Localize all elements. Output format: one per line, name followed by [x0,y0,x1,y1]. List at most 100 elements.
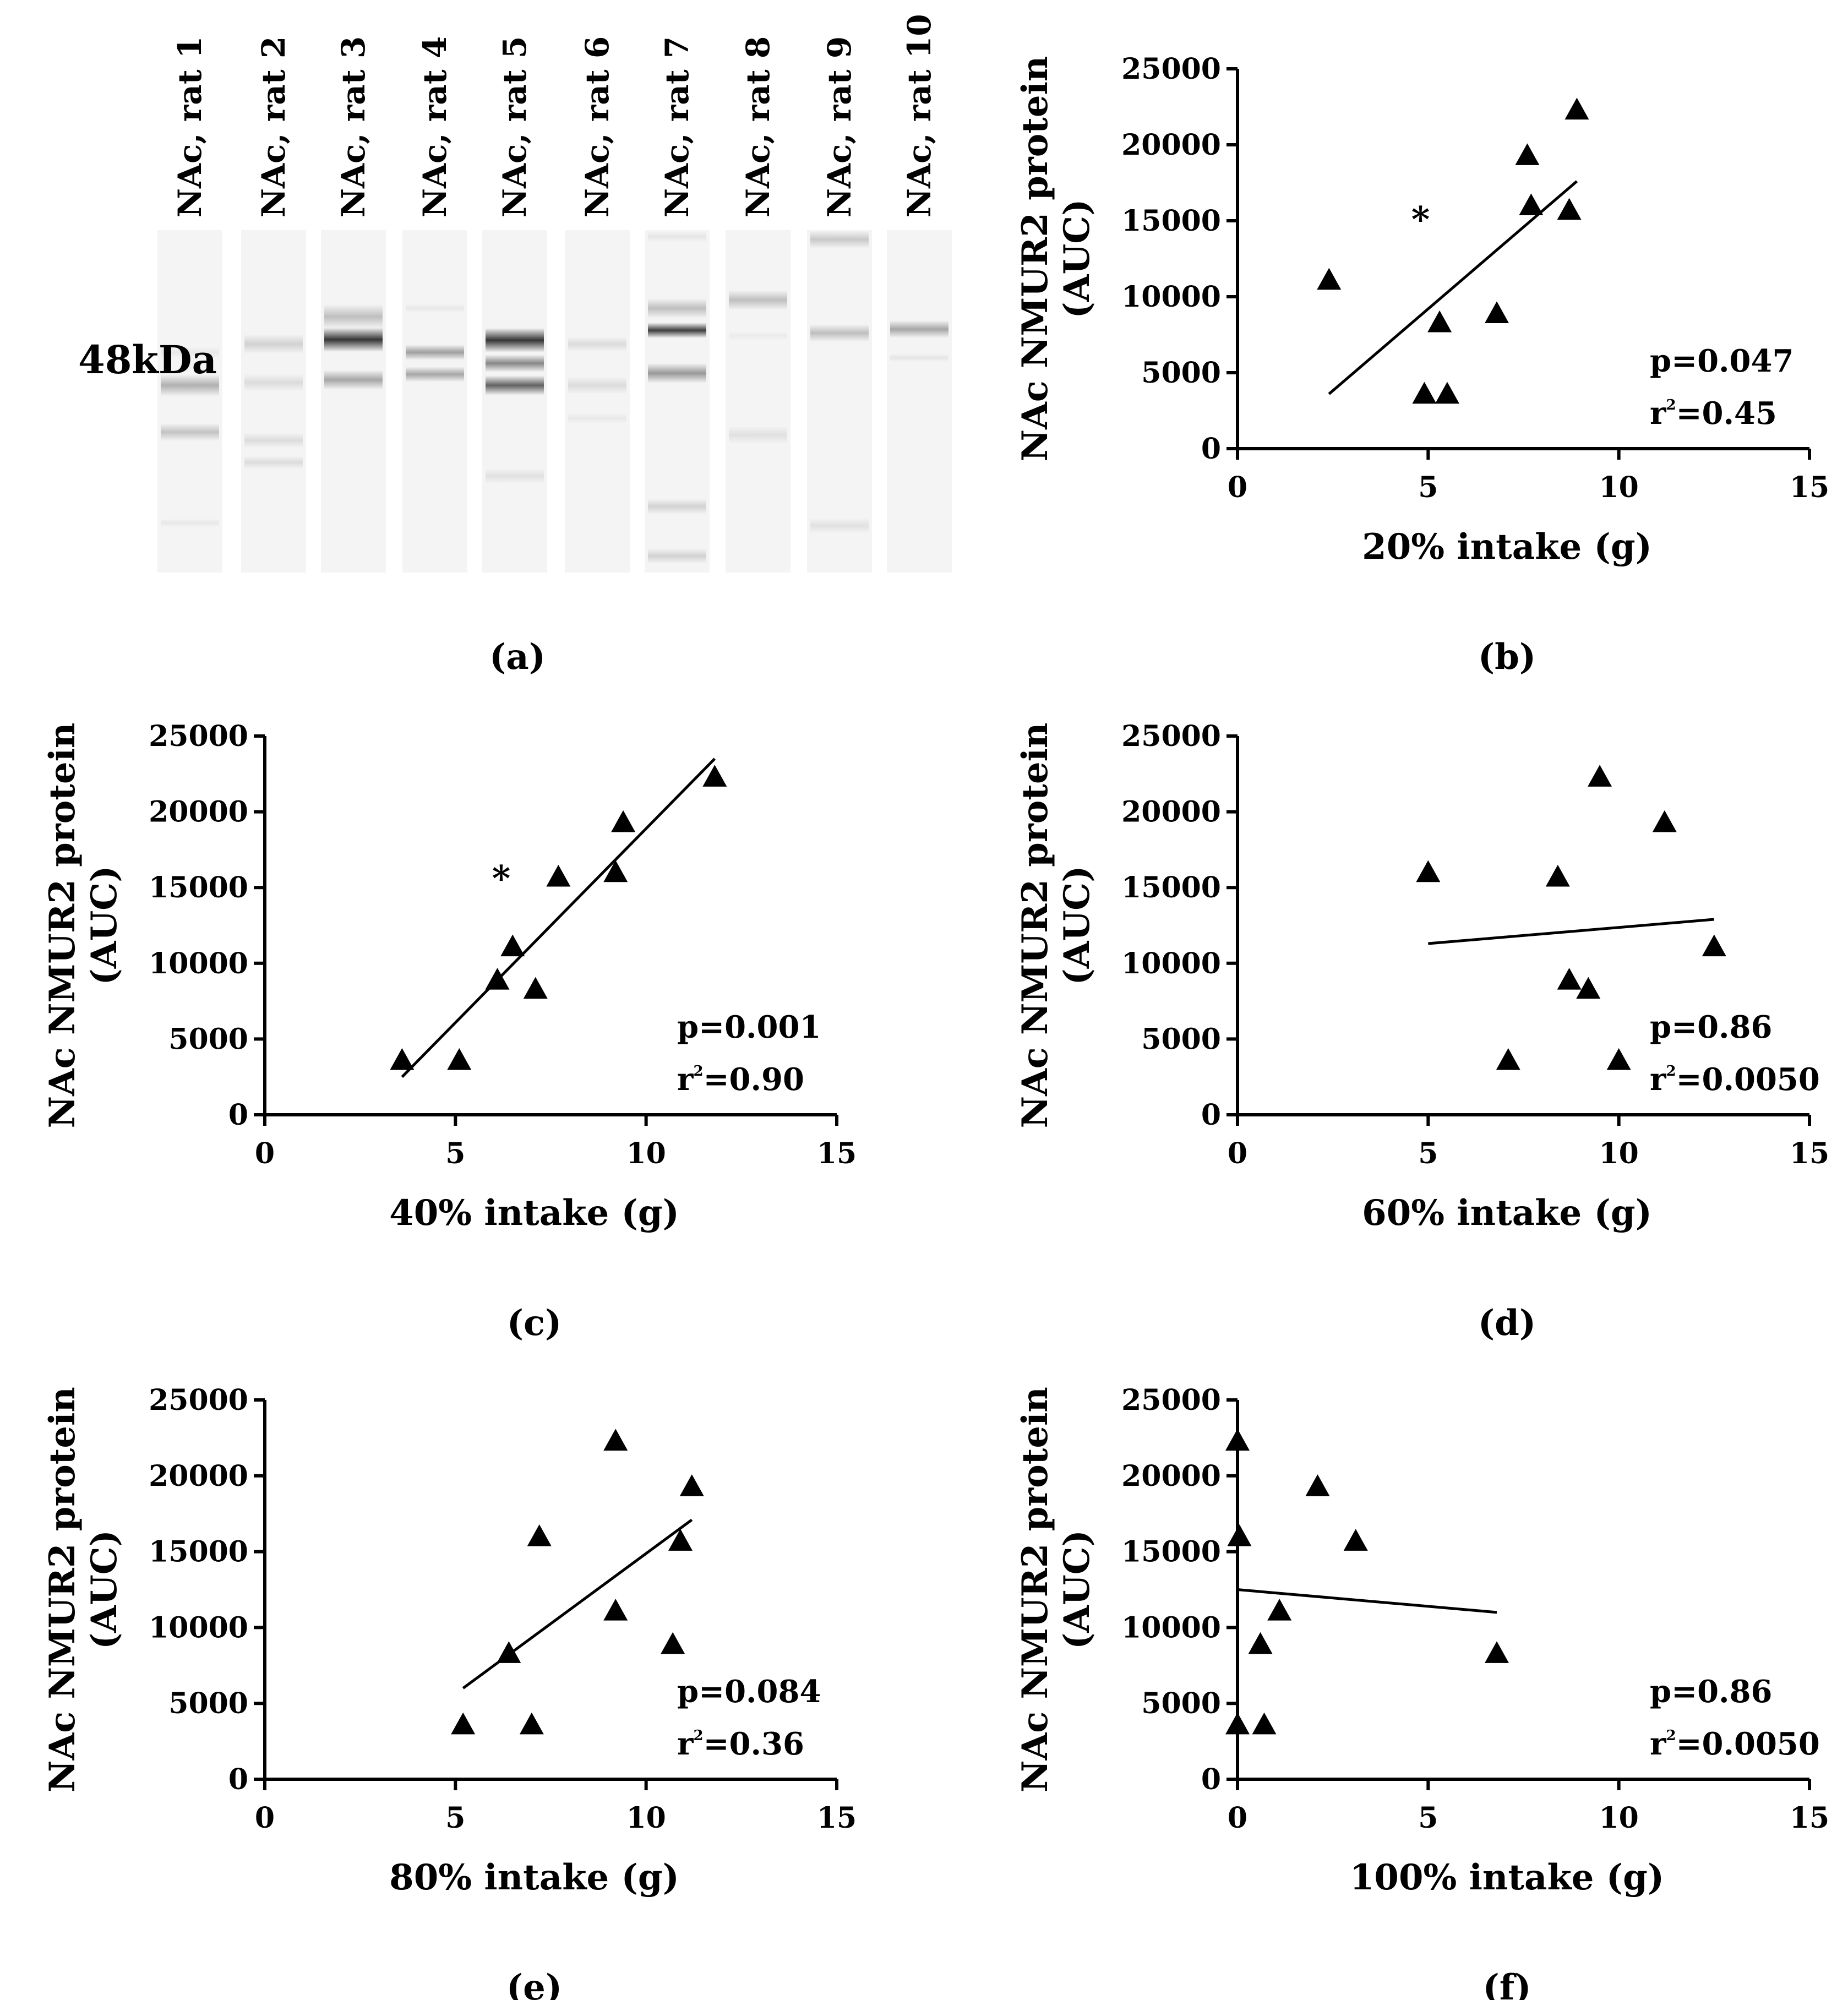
y-tick-label: 20000 [1121,1459,1221,1493]
blot-band [486,375,544,395]
r-superscript: 2 [1666,397,1676,413]
data-point [603,1429,628,1451]
blot-band [890,320,948,338]
panel-label: (f) [1482,1967,1531,2000]
blot-band [890,353,948,362]
y-tick-label: 10000 [1121,947,1221,980]
lane-label: NAc, rat 3 [335,36,372,217]
blot-lane [887,230,952,573]
blot-band [648,323,706,338]
y-tick-label: 5000 [1141,356,1221,390]
blot-band [244,374,303,391]
y-tick-label: 20000 [1121,795,1221,829]
scatter-chart: 0 5 10 15 0 5000 10000 15000 20000 25000 100% inta… [1015,1383,1829,2000]
lane-background [157,230,222,573]
x-axis-label: 100% intake (g) [1350,1857,1664,1898]
r-symbol: r [1650,1061,1667,1098]
y-tick-label: 20000 [1121,128,1221,162]
y-axis-label-unit: (AUC) [1056,199,1098,319]
blot-band [161,423,219,441]
y-tick-label: 15000 [149,1535,248,1569]
x-tick-label: 0 [1228,1137,1247,1170]
y-tick-label: 10000 [149,947,248,980]
x-axis-label: 60% intake (g) [1362,1192,1652,1234]
blot-band [729,426,787,444]
r-value: =0.45 [1676,395,1777,432]
blot-lane-labels: NAc, rat 1 NAc, rat 2 NAc, rat 3 NAc, rat 4… [171,14,938,217]
data-point [1416,860,1441,882]
p-value: p=0.001 [677,1009,821,1045]
blot-lane [726,230,791,573]
y-tick-label: 0 [1201,432,1221,466]
x-tick-label: 5 [1418,1137,1438,1170]
data-point [1485,301,1509,323]
blot-band [406,345,464,360]
data-point [497,1641,521,1663]
blot-band [406,304,464,313]
y-tick-label: 25000 [1121,52,1221,86]
scatter-chart: 0 5 10 15 0 5000 10000 15000 20000 25000 60% intak… [1015,720,1829,1344]
scatter-chart: 0 5 10 15 0 5000 10000 15000 20000 25000 20% intak… [1015,52,1829,678]
blot-band [486,328,544,352]
blot-band [324,370,383,390]
y-tick-label: 15000 [1121,871,1221,904]
data-point [1225,1429,1250,1451]
p-value: p=0.86 [1650,1009,1772,1045]
x-tick-label: 10 [1599,1137,1638,1170]
data-point [1557,968,1582,990]
blot-band [729,331,787,340]
lane-label: NAc, rat 5 [496,36,533,217]
x-tick-label: 15 [817,1801,857,1835]
blot-band [406,367,464,382]
data-point [1557,198,1582,220]
lane-label: NAc, rat 7 [658,36,696,217]
data-point [661,1632,685,1654]
blot-lane [645,230,710,573]
data-point [1267,1599,1292,1621]
data-point [1652,810,1677,832]
x-tick-label: 0 [255,1137,275,1170]
r-squared: r2=0.0050 [1650,1726,1820,1762]
x-axis-label: 40% intake (g) [389,1192,679,1234]
x-tick-label: 5 [1418,1801,1438,1835]
data-point [1227,1524,1252,1546]
data-point [1435,382,1459,404]
data-point [1485,1641,1509,1663]
blot-band [486,468,544,484]
x-axis-label: 80% intake (g) [389,1857,679,1898]
regression-line [1328,180,1578,395]
panel-label: (e) [506,1967,562,2000]
x-tick-label: 10 [626,1137,666,1170]
p-value: p=0.86 [1650,1674,1772,1710]
data-point [527,1524,552,1546]
x-tick-label: 10 [626,1801,666,1835]
y-tick-label: 15000 [1121,204,1221,238]
r-superscript: 2 [1666,1727,1676,1744]
blot-band [161,374,219,396]
lane-background [807,230,872,573]
y-tick-label: 10000 [1121,280,1221,314]
blot-band [486,355,544,372]
blot-band [324,304,383,329]
y-axis-label-unit: (AUC) [1056,866,1098,985]
blot-band [568,413,626,424]
blot-band [161,519,219,527]
data-point [519,1712,544,1735]
y-axis-label: NAc NMUR2 protein [1015,1387,1056,1792]
y-axis-label: NAc NMUR2 protein [1015,723,1056,1129]
data-point [500,934,525,957]
data-point [1576,977,1601,999]
r-squared: r2=0.36 [677,1726,804,1762]
panel-label: (b) [1478,636,1536,678]
p-value: p=0.047 [1650,343,1794,379]
data-point [485,968,510,990]
data-point [451,1712,476,1735]
data-point [1545,864,1570,887]
data-point [1225,1712,1250,1735]
panel-label: (d) [1478,1303,1536,1344]
y-axis-label-unit: (AUC) [84,1530,125,1649]
y-axis-label: NAc NMUR2 protein [1015,56,1056,462]
y-axis-label: NAc NMUR2 protein [42,723,83,1129]
blot-band [244,433,303,448]
